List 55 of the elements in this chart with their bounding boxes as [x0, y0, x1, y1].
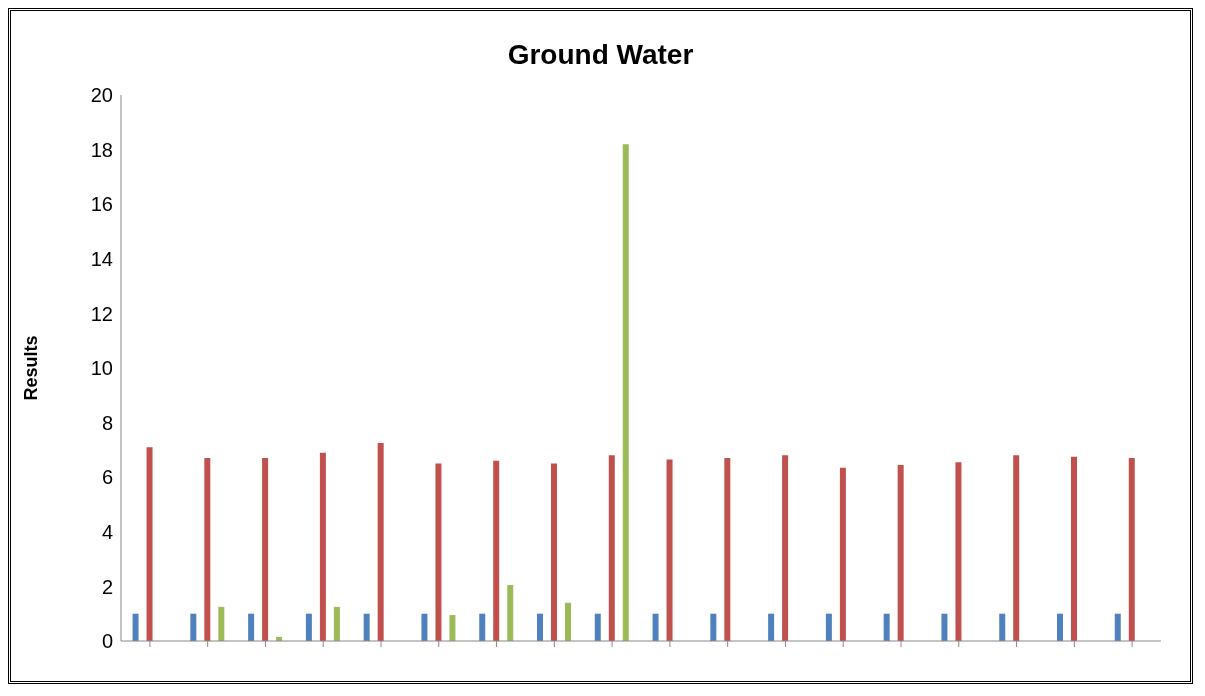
bar	[363, 613, 370, 641]
bar	[608, 455, 615, 641]
bar	[262, 458, 269, 641]
y-tick-label: 4	[101, 520, 113, 543]
y-tick-label: 10	[90, 357, 113, 380]
bar	[594, 613, 601, 641]
bar	[724, 458, 731, 641]
bar	[1114, 613, 1121, 641]
bar	[449, 615, 456, 641]
bar	[132, 613, 139, 641]
y-tick-label: 0	[101, 630, 113, 653]
bar	[1128, 458, 1135, 641]
bar	[839, 467, 846, 641]
y-axis-title: Results	[21, 335, 42, 401]
bar	[999, 613, 1006, 641]
y-tick-label: 12	[90, 302, 113, 325]
y-tick-label: 8	[101, 411, 113, 434]
y-tick-label: 6	[101, 466, 113, 489]
bar	[421, 613, 428, 641]
bar	[710, 613, 717, 641]
bar	[248, 613, 255, 641]
bar	[666, 459, 673, 641]
y-tick-label: 14	[90, 247, 113, 270]
bar	[204, 458, 211, 641]
bar	[955, 462, 962, 641]
bar	[941, 613, 948, 641]
y-tick-label: 18	[90, 138, 113, 161]
bar	[1013, 455, 1020, 641]
bar	[493, 460, 500, 641]
bar	[190, 613, 197, 641]
bar	[507, 585, 514, 641]
bar	[537, 613, 543, 641]
bar	[565, 602, 571, 641]
bar	[218, 606, 225, 641]
bar	[146, 447, 153, 641]
chart-title: Ground Water	[506, 39, 695, 71]
bar	[435, 463, 442, 641]
y-tick-label: 20	[90, 84, 113, 107]
bar	[768, 613, 775, 641]
bar	[333, 606, 340, 641]
bar	[1071, 456, 1077, 641]
bar	[883, 613, 890, 641]
bar	[622, 144, 629, 641]
bar	[319, 452, 326, 641]
bar	[1057, 613, 1063, 641]
bar	[377, 443, 384, 641]
bar	[825, 613, 832, 641]
bar	[782, 455, 789, 641]
bar	[479, 613, 486, 641]
y-tick-label: 16	[90, 193, 113, 216]
bar	[305, 613, 312, 641]
bar	[652, 613, 659, 641]
y-tick-label: 2	[101, 575, 113, 598]
bar	[897, 464, 904, 641]
bar	[551, 463, 557, 641]
